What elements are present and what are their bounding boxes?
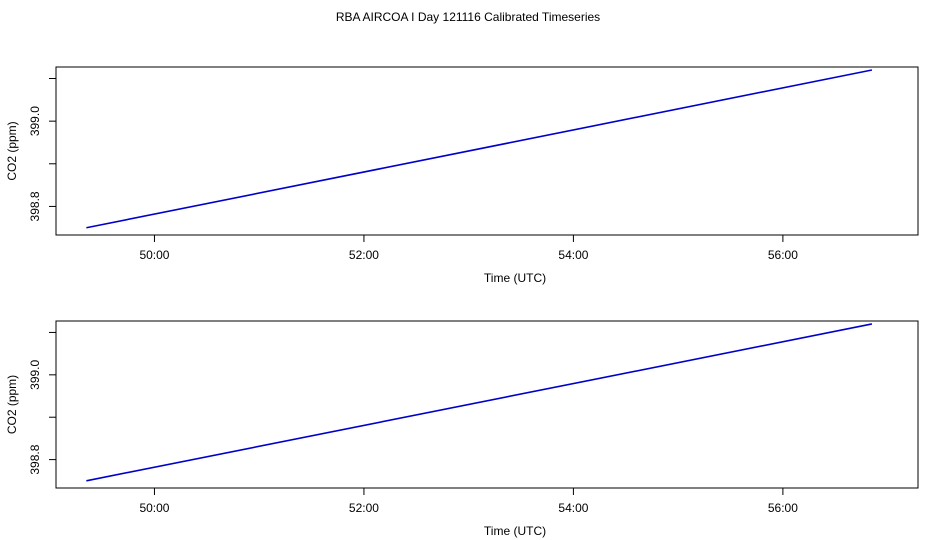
x-axis-label: Time (UTC) <box>484 524 546 538</box>
panels: 50:00 52:00 54:00 56:00 398.8 399.0 Time (UTC)… <box>5 66 919 538</box>
x-tick-label: 52:00 <box>349 501 379 515</box>
x-tick-label: 56:00 <box>768 501 798 515</box>
y-tick-label: 398.8 <box>28 444 42 474</box>
x-tick-label: 56:00 <box>768 248 798 262</box>
figure-title: RBA AIRCOA I Day 121116 Calibrated Times… <box>336 10 600 24</box>
y-axis-label: CO2 (ppm) <box>5 375 19 434</box>
series-line-1 <box>86 69 873 229</box>
x-tick-label: 50:00 <box>139 501 169 515</box>
plot-frame <box>55 66 919 236</box>
x-tick-label: 54:00 <box>558 248 588 262</box>
plot-frame <box>55 320 919 489</box>
y-tick-label: 399.0 <box>28 106 42 136</box>
x-tick-label: 50:00 <box>139 248 169 262</box>
y-axis-label: CO2 (ppm) <box>5 121 19 180</box>
chart-panel-1: 50:00 52:00 54:00 56:00 398.8 399.0 Time (UTC)… <box>5 66 919 285</box>
series-line-1 <box>86 323 873 482</box>
x-tick-label: 54:00 <box>558 501 588 515</box>
y-tick-label: 398.8 <box>28 191 42 221</box>
x-axis-label: Time (UTC) <box>484 271 546 285</box>
chart-panel-2: 50:00 52:00 54:00 56:00 398.8 399.0 Time (UTC)… <box>5 320 919 538</box>
x-tick-label: 52:00 <box>349 248 379 262</box>
y-tick-label: 399.0 <box>28 359 42 389</box>
